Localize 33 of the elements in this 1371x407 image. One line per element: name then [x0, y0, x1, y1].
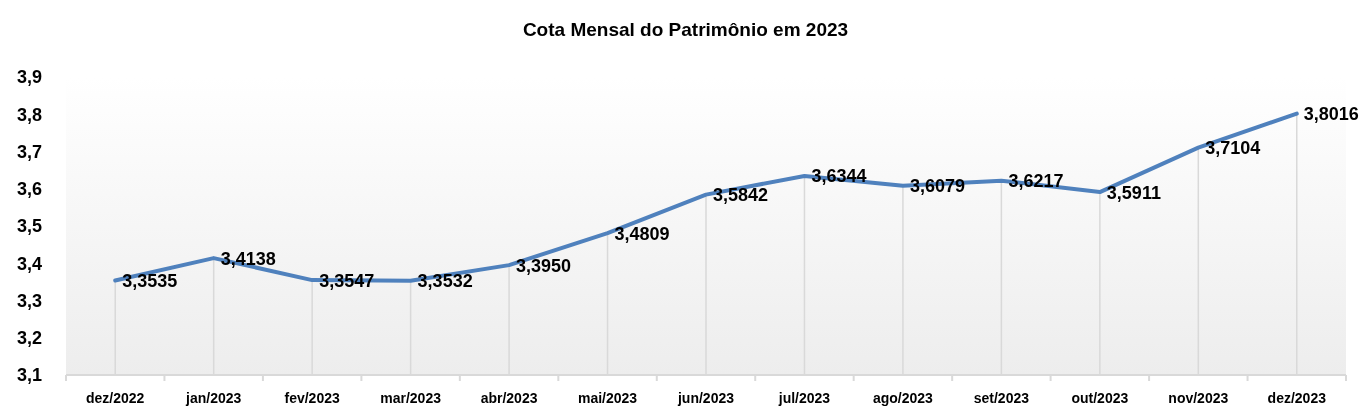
y-tick-label: 3,9: [16, 67, 42, 88]
x-tick-label: dez/2023: [1267, 390, 1327, 407]
x-tick-label: set/2023: [973, 390, 1030, 407]
data-label: 3,3547: [319, 270, 375, 291]
data-label: 3,3950: [516, 255, 572, 276]
y-tick-label: 3,7: [16, 141, 42, 162]
data-label: 3,4138: [220, 248, 276, 269]
data-label: 3,5842: [713, 185, 769, 206]
y-tick-label: 3,2: [16, 328, 42, 349]
x-tick-label: nov/2023: [1168, 390, 1229, 407]
x-tick-label: abr/2023: [480, 390, 538, 407]
x-tick-label: dez/2022: [86, 390, 145, 407]
data-label: 3,5911: [1106, 182, 1161, 203]
x-tick-label: out/2023: [1071, 390, 1129, 407]
data-label: 3,4809: [614, 223, 670, 244]
chart-title: Cota Mensal do Patrimônio em 2023: [522, 19, 849, 40]
x-tick-label: mar/2023: [380, 390, 442, 407]
x-tick-label: jun/2023: [676, 390, 735, 407]
x-tick-label: jul/2023: [777, 390, 831, 407]
data-label: 3,7104: [1205, 138, 1261, 159]
x-tick-label: mai/2023: [577, 390, 638, 407]
y-tick-label: 3,4: [16, 253, 42, 274]
data-label: 3,8016: [1303, 104, 1359, 125]
y-tick-label: 3,6: [16, 179, 42, 200]
y-tick-label: 3,3: [16, 290, 42, 311]
y-tick-label: 3,5: [16, 216, 42, 237]
data-label: 3,3535: [122, 271, 178, 292]
y-tick-label: 3,8: [16, 104, 42, 125]
x-tick-label: ago/2023: [872, 390, 934, 407]
x-tick-label: jan/2023: [185, 390, 242, 407]
x-tick-label: fev/2023: [284, 390, 340, 407]
y-tick-label: 3,1: [16, 365, 42, 386]
data-label: 3,3532: [417, 271, 473, 292]
